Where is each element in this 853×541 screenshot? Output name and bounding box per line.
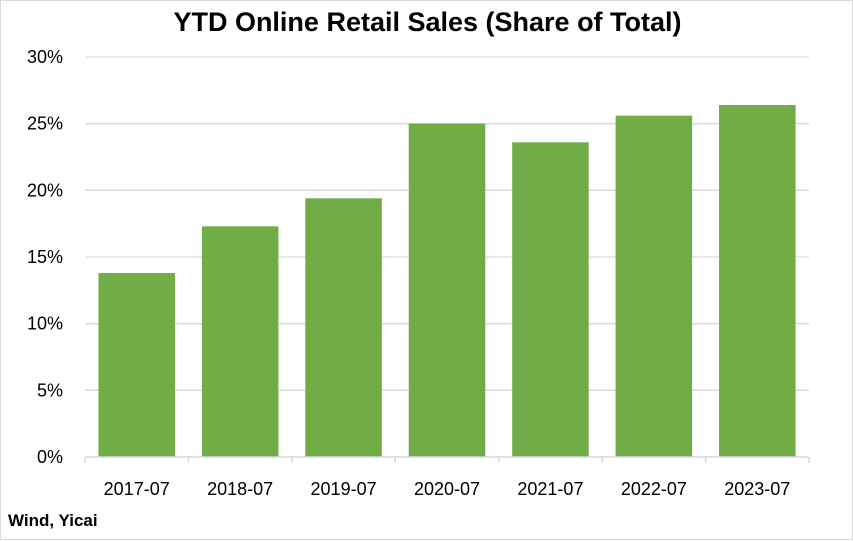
x-tick-label: 2021-07 [517,479,583,499]
x-tick-label: 2018-07 [207,479,273,499]
x-tick-label: 2020-07 [414,479,480,499]
y-tick-label: 30% [27,47,63,67]
bar [98,273,175,457]
x-tick-label: 2019-07 [311,479,377,499]
source-note: Wind, Yicai [8,511,98,531]
bar [512,142,589,457]
bar [202,226,279,457]
y-tick-label: 25% [27,114,63,134]
bar [409,124,486,457]
x-tick-label: 2022-07 [621,479,687,499]
x-tick-label: 2017-07 [104,479,170,499]
bar [719,105,796,457]
bar [305,198,382,457]
bar [616,116,693,457]
y-tick-label: 0% [37,447,63,467]
y-tick-label: 20% [27,180,63,200]
y-tick-label: 10% [27,314,63,334]
y-tick-label: 5% [37,380,63,400]
x-tick-label: 2023-07 [724,479,790,499]
y-tick-label: 15% [27,247,63,267]
